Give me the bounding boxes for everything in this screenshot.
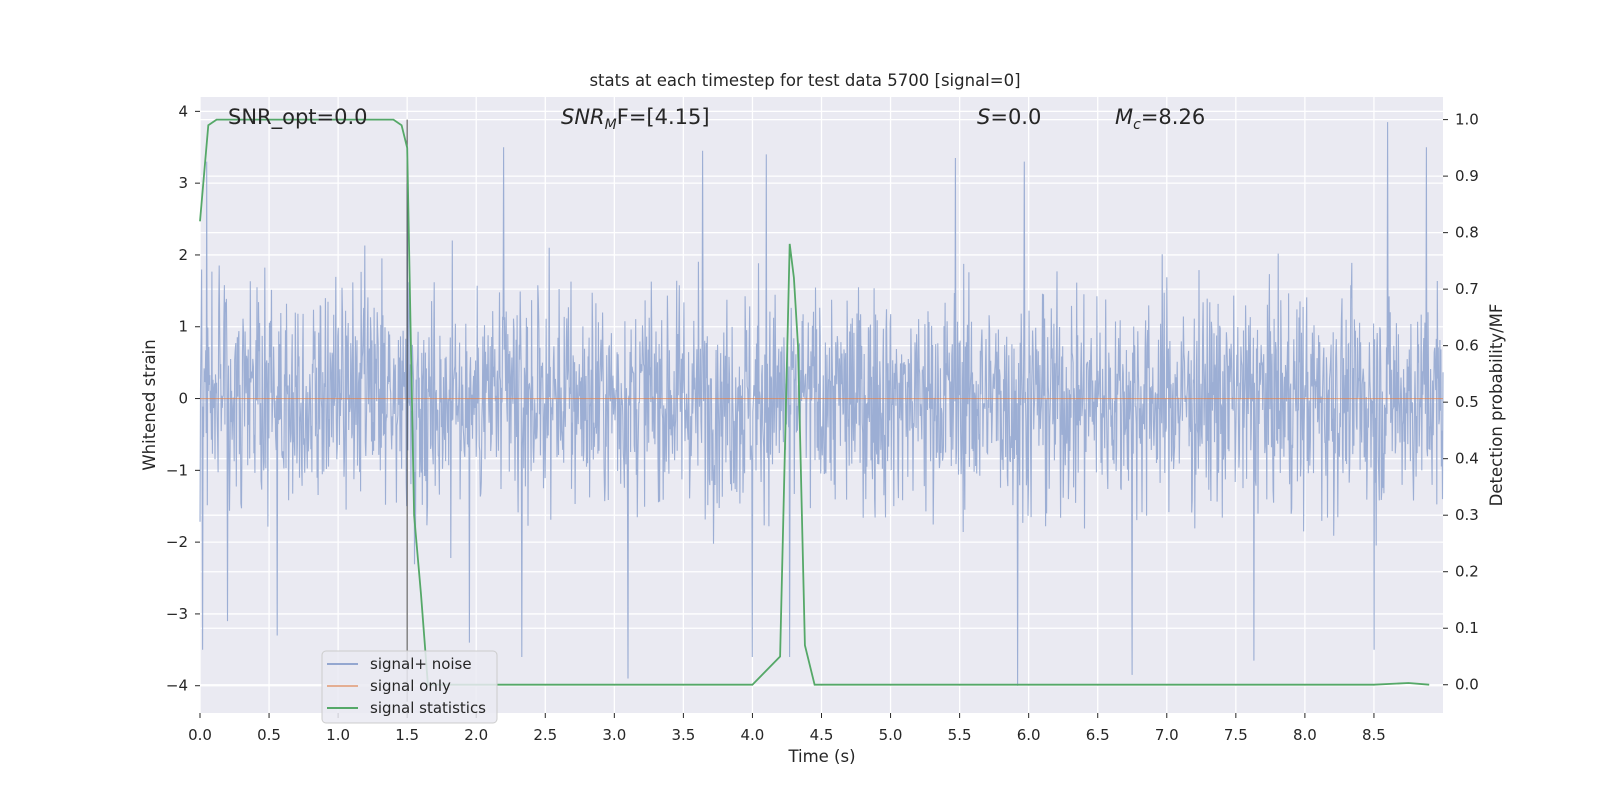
x-tick-label-7: 3.5 [671, 726, 695, 744]
right-tick-label-3: 0.7 [1455, 280, 1479, 298]
x-tick-label-5: 2.5 [533, 726, 557, 744]
annotation-snr-mf-sub: M [605, 117, 617, 133]
right-tick-label-2: 0.8 [1455, 224, 1479, 242]
left-tick-label-6: −2 [166, 533, 188, 551]
annotation-mc-sub: c [1133, 117, 1141, 133]
right-tick-label-8: 0.2 [1455, 563, 1479, 581]
annotation-snr-opt: SNR_opt=0.0 [228, 105, 368, 130]
legend: signal+ noise signal only signal statist… [321, 650, 498, 724]
left-tick-label-0: 4 [178, 102, 188, 120]
right-tick-label-9: 0.1 [1455, 619, 1479, 637]
annotation-s-rest: =0.0 [990, 105, 1041, 129]
legend-label-stats: signal statistics [370, 699, 486, 717]
left-tick-label-5: −1 [166, 461, 188, 479]
annotation-mc-base: M [1115, 105, 1133, 129]
legend-box [321, 650, 498, 724]
x-tick-label-14: 7.0 [1155, 726, 1179, 744]
right-tick-label-4: 0.6 [1455, 337, 1479, 355]
x-tick-label-16: 8.0 [1293, 726, 1317, 744]
chart-title: stats at each timestep for test data 570… [589, 71, 1020, 90]
annotation-mc: Mc=8.26 [1115, 105, 1205, 133]
annotation-s: S=0.0 [977, 105, 1041, 129]
right-tick-label-5: 0.5 [1455, 393, 1479, 411]
x-tick-label-2: 1.0 [326, 726, 350, 744]
annotation-s-base: S [977, 105, 990, 129]
left-tick-label-1: 3 [178, 174, 188, 192]
x-tick-label-4: 2.0 [464, 726, 488, 744]
x-tick-label-3: 1.5 [395, 726, 419, 744]
right-axis-ticks: 1.0 0.9 0.8 0.7 0.6 0.5 0.4 0.3 0.2 0.1 0.0 [1443, 111, 1479, 694]
x-tick-label-0: 0.0 [188, 726, 212, 744]
x-tick-label-12: 6.0 [1017, 726, 1041, 744]
right-axis-label: Detection probability/MF [1487, 304, 1506, 507]
annotation-snr-mf-base: SNR [561, 105, 605, 129]
x-tick-label-9: 4.5 [810, 726, 834, 744]
right-tick-label-0: 1.0 [1455, 111, 1479, 129]
x-tick-label-13: 6.5 [1086, 726, 1110, 744]
left-tick-label-8: −4 [166, 677, 188, 695]
x-axis-label: Time (s) [787, 747, 855, 766]
right-tick-label-6: 0.4 [1455, 450, 1479, 468]
right-tick-label-7: 0.3 [1455, 506, 1479, 524]
right-tick-label-10: 0.0 [1455, 676, 1479, 694]
annotation-mc-rest: =8.26 [1141, 105, 1205, 129]
left-tick-label-2: 2 [178, 246, 188, 264]
right-tick-label-1: 0.9 [1455, 167, 1479, 185]
legend-label-noise: signal+ noise [370, 655, 472, 673]
x-tick-label-15: 7.5 [1224, 726, 1248, 744]
annotation-snr-mf: SNRMF=[4.15] [561, 105, 710, 133]
left-axis-ticks: 4 3 2 1 0 −1 −2 −3 −4 [166, 102, 200, 695]
x-tick-label-8: 4.0 [741, 726, 765, 744]
left-tick-label-7: −3 [166, 605, 188, 623]
annotations: SNR_opt=0.0 SNRMF=[4.15] S=0.0 Mc=8.26 [228, 105, 1205, 133]
x-tick-label-1: 0.5 [257, 726, 281, 744]
legend-label-signal: signal only [370, 677, 451, 695]
left-tick-label-4: 0 [178, 390, 188, 408]
left-axis-label: Whitened strain [140, 339, 159, 470]
x-tick-label-11: 5.5 [948, 726, 972, 744]
grid [199, 97, 1443, 713]
x-tick-label-10: 5.0 [879, 726, 903, 744]
annotation-snr-mf-rest: F=[4.15] [617, 105, 710, 129]
x-tick-label-17: 8.5 [1362, 726, 1386, 744]
x-tick-label-6: 3.0 [602, 726, 626, 744]
x-axis-ticks: 0.0 0.5 1.0 1.5 2.0 2.5 3.0 3.5 4.0 4.5 5.0 5.5 6.0 6… [188, 713, 1386, 744]
left-tick-label-3: 1 [178, 318, 188, 336]
